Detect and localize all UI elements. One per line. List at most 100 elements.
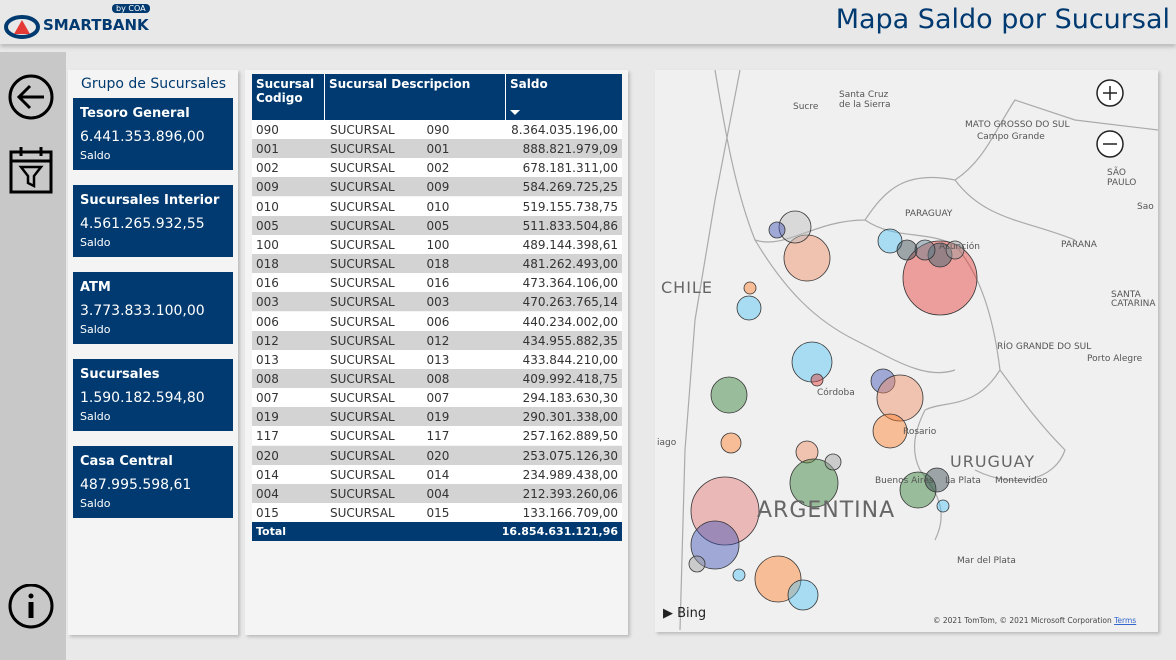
cell-codigo: 015 xyxy=(256,506,279,520)
card-name: Sucursales xyxy=(80,367,160,382)
cell-descripcion: SUCURSAL 019 xyxy=(330,410,450,425)
map-bubble[interactable] xyxy=(795,440,819,464)
table-row: 009 SUCURSAL 009 584.269.725,25 xyxy=(252,177,622,197)
map-bubble[interactable] xyxy=(743,281,757,295)
map-bubble[interactable] xyxy=(754,555,802,603)
map-bubble[interactable] xyxy=(896,239,918,261)
table-row: 020 SUCURSAL 020 253.075.126,30 xyxy=(252,445,622,465)
map-bubble[interactable] xyxy=(710,376,748,414)
table-row: 010 SUCURSAL 010 519.155.738,75 xyxy=(252,196,622,216)
table-row: 006 SUCURSAL 006 440.234.002,00 xyxy=(252,311,622,331)
table-row: 018 SUCURSAL 018 481.262.493,00 xyxy=(252,254,622,274)
map-bubble[interactable] xyxy=(945,240,965,260)
map-bubble[interactable] xyxy=(824,453,842,471)
cell-saldo: 133.166.709,00 xyxy=(522,506,618,520)
sort-indicator xyxy=(510,110,520,115)
map-label: CHILE xyxy=(661,278,713,297)
summary-card: Sucursales Interior 4.561.265.932,55 Saldo xyxy=(73,185,233,257)
map-label: Sucre xyxy=(793,102,819,112)
map-label: RÍO GRANDE DO SUL xyxy=(997,342,1092,352)
cell-descripcion: SUCURSAL 015 xyxy=(330,506,450,520)
cell-descripcion: SUCURSAL 003 xyxy=(330,295,450,310)
column-header[interactable]: Saldo xyxy=(510,77,548,91)
total-value: 16.854.631.121,96 xyxy=(501,525,618,538)
cell-codigo: 016 xyxy=(256,276,279,291)
cell-codigo: 007 xyxy=(256,391,279,406)
cell-saldo: 257.162.889,50 xyxy=(522,429,618,444)
map-bubble[interactable] xyxy=(791,341,833,383)
cell-saldo: 481.262.493,00 xyxy=(522,257,618,272)
table-row: 012 SUCURSAL 012 434.955.882,35 xyxy=(252,330,622,350)
map-label: Montevideo xyxy=(995,476,1048,486)
column-header[interactable]: Sucursal Codigo xyxy=(256,77,315,105)
map-bubble[interactable] xyxy=(810,373,824,387)
cell-codigo: 008 xyxy=(256,371,279,386)
table-row: 005 SUCURSAL 005 511.833.504,86 xyxy=(252,215,622,235)
cell-descripcion: SUCURSAL 009 xyxy=(330,180,450,195)
filter-button[interactable] xyxy=(8,146,56,196)
zoom-controls[interactable] xyxy=(1095,78,1129,168)
cell-saldo: 290.301.338,00 xyxy=(522,410,618,425)
map-bubble[interactable] xyxy=(690,520,740,570)
map-label: PARAGUAY xyxy=(905,209,953,219)
cell-codigo: 010 xyxy=(256,199,279,214)
map-bubble[interactable] xyxy=(720,432,742,454)
table-row: 003 SUCURSAL 003 470.263.765,14 xyxy=(252,292,622,312)
attribution-text: © 2021 TomTom, © 2021 Microsoft Corporat… xyxy=(933,616,1112,625)
total-row: Total 16.854.631.121,96 xyxy=(252,522,622,541)
table-row: 090 SUCURSAL 090 8.364.035.196,00 xyxy=(252,120,622,139)
map-bubble[interactable] xyxy=(924,467,950,493)
map-label: Rosario xyxy=(903,427,937,437)
map-label: Porto Alegre xyxy=(1087,354,1143,364)
map-bubble[interactable] xyxy=(872,413,908,449)
cell-descripcion: SUCURSAL 005 xyxy=(330,218,450,233)
table-row: 013 SUCURSAL 013 433.844.210,00 xyxy=(252,349,622,369)
terms-link[interactable]: Terms xyxy=(1114,616,1137,625)
cell-saldo: 212.393.260,06 xyxy=(522,486,618,501)
map-bubble[interactable] xyxy=(732,568,746,582)
cell-saldo: 294.183.630,30 xyxy=(522,391,618,406)
card-value: 6.441.353.896,00 xyxy=(80,129,205,145)
total-label: Total xyxy=(256,525,287,538)
cell-codigo: 002 xyxy=(256,161,279,176)
map-bubble[interactable] xyxy=(783,234,831,282)
cell-descripcion: SUCURSAL 020 xyxy=(330,448,450,463)
map-bubble[interactable] xyxy=(690,476,760,546)
map-label: Mar del Plata xyxy=(957,556,1016,566)
map-bubble[interactable] xyxy=(876,374,924,422)
card-value: 4.561.265.932,55 xyxy=(80,216,205,232)
map-bubble[interactable] xyxy=(736,295,762,321)
card-label: Saldo xyxy=(80,497,111,510)
map-bubble[interactable] xyxy=(778,210,812,244)
column-header[interactable]: Sucursal Descripcion xyxy=(329,77,471,91)
map-bubble[interactable] xyxy=(899,471,937,509)
map-bubble[interactable] xyxy=(789,458,839,508)
map-bubble[interactable] xyxy=(787,579,819,611)
cell-saldo: 433.844.210,00 xyxy=(522,352,618,367)
map-label: ARGENTINA xyxy=(757,498,896,523)
logo-by: by COA xyxy=(112,4,150,13)
map-bubble[interactable] xyxy=(914,239,936,261)
cell-codigo: 018 xyxy=(256,257,279,272)
cell-saldo: 8.364.035.196,00 xyxy=(511,123,618,137)
cell-codigo: 001 xyxy=(256,142,279,157)
map-bubble[interactable] xyxy=(768,221,786,239)
cell-codigo: 003 xyxy=(256,295,279,310)
cell-saldo: 519.155.738,75 xyxy=(522,199,618,214)
cell-saldo: 489.144.398,61 xyxy=(522,237,618,252)
card-value: 487.995.598,61 xyxy=(80,477,192,493)
map-bubble[interactable] xyxy=(688,555,706,573)
table-row: 016 SUCURSAL 016 473.364.106,00 xyxy=(252,273,622,293)
map-bubble[interactable] xyxy=(936,499,950,513)
map[interactable]: Santa Cruz de la Sierra Sucre MATO GROSSO D… xyxy=(655,70,1158,632)
panel-title: Grupo de Sucursales xyxy=(81,76,227,92)
page-title: Mapa Saldo por Sucursal xyxy=(835,4,1170,35)
table-header: Sucursal Codigo Sucursal Descripcion Sal… xyxy=(252,74,622,120)
back-button[interactable] xyxy=(8,74,56,122)
map-bubble[interactable] xyxy=(870,368,896,394)
card-name: ATM xyxy=(80,280,111,295)
cell-descripcion: SUCURSAL 010 xyxy=(330,199,450,214)
table-row: 100 SUCURSAL 100 489.144.398,61 xyxy=(252,234,622,254)
info-button[interactable] xyxy=(8,584,56,632)
